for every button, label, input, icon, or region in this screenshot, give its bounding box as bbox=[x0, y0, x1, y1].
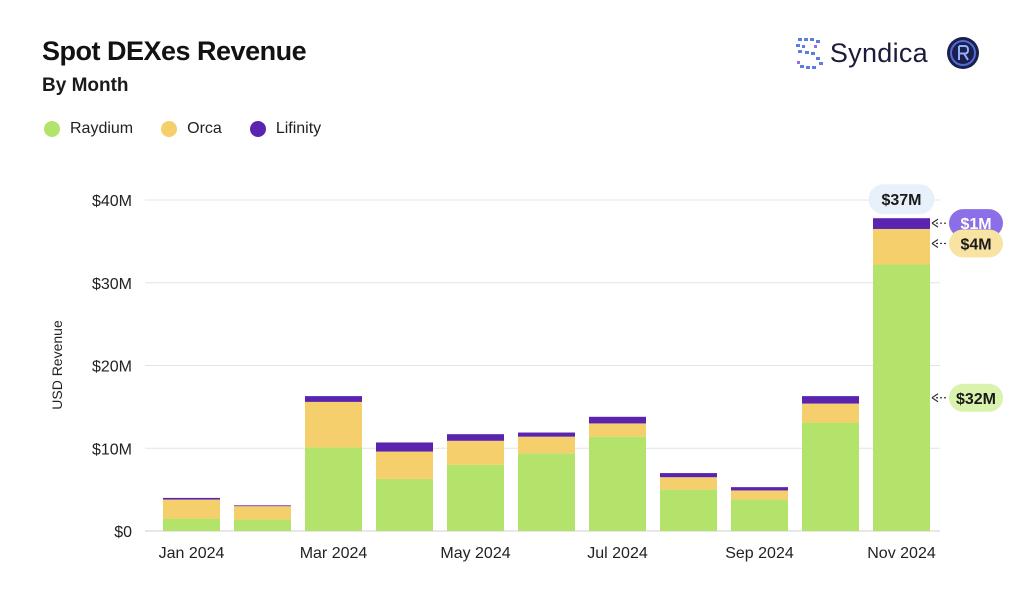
y-axis-title: USD Revenue bbox=[49, 320, 65, 410]
bar-stack-sep-2024 bbox=[731, 487, 788, 531]
bar-orca bbox=[802, 403, 859, 423]
lifinity-annotation-arrow bbox=[931, 218, 939, 228]
bar-lifinity bbox=[376, 442, 433, 452]
bar-lifinity bbox=[873, 218, 930, 229]
bar-lifinity bbox=[802, 396, 859, 404]
y-tick-label: $40M bbox=[92, 193, 132, 210]
legend-item-raydium: Raydium bbox=[44, 120, 133, 138]
bar-orca bbox=[447, 440, 504, 465]
total-pill bbox=[868, 184, 935, 215]
chart-title: Spot DEXes Revenue bbox=[42, 36, 307, 66]
bar-stack-feb-2024 bbox=[234, 505, 291, 531]
legend-dot-raydium bbox=[44, 121, 60, 137]
brand-name: Syndica bbox=[829, 37, 928, 68]
legend-dot-orca bbox=[161, 121, 178, 137]
x-tick-label: Jul 2024 bbox=[587, 545, 648, 562]
bar-raydium bbox=[589, 436, 646, 531]
bar-stack-apr-2024 bbox=[376, 442, 433, 531]
raydium-annotation-arrow bbox=[931, 393, 939, 403]
bar-orca bbox=[376, 451, 433, 479]
orca-annotation-arrow bbox=[931, 238, 939, 248]
bar-raydium bbox=[518, 453, 575, 531]
legend-label-orca: Orca bbox=[187, 120, 222, 137]
bar-lifinity bbox=[731, 487, 788, 491]
bar-stack-nov-2024 bbox=[873, 218, 930, 531]
bar-lifinity bbox=[518, 432, 575, 437]
raydium-logo-icon bbox=[947, 37, 979, 69]
syndica-logo-icon bbox=[795, 38, 823, 69]
bar-raydium bbox=[163, 518, 220, 531]
raydium-annotation-label: $32M bbox=[956, 391, 996, 408]
legend-label-lifinity: Lifinity bbox=[275, 120, 322, 137]
bar-orca bbox=[163, 499, 220, 519]
x-tick-label: Mar 2024 bbox=[300, 545, 368, 562]
bars bbox=[163, 218, 930, 531]
y-axis-ticks: $0 $10M $20M $30M $40M bbox=[92, 193, 132, 541]
bar-raydium bbox=[873, 264, 930, 531]
bar-stack-jun-2024 bbox=[518, 432, 575, 531]
bar-stack-jul-2024 bbox=[589, 416, 646, 531]
bar-raydium bbox=[305, 447, 362, 531]
bar-lifinity bbox=[447, 434, 504, 441]
bar-raydium bbox=[660, 489, 717, 531]
bar-orca bbox=[731, 490, 788, 500]
bar-orca bbox=[873, 228, 930, 265]
legend: Raydium Orca Lifinity bbox=[44, 120, 349, 138]
bar-lifinity bbox=[234, 505, 291, 507]
bar-orca bbox=[234, 506, 291, 520]
y-tick-label: $0 bbox=[114, 524, 132, 541]
x-tick-label: Sep 2024 bbox=[725, 545, 794, 562]
orca-annotation-label: $4M bbox=[960, 236, 991, 253]
raydium-annotation-pill bbox=[949, 383, 1003, 412]
bar-raydium bbox=[731, 499, 788, 531]
x-tick-label: Jan 2024 bbox=[159, 545, 225, 562]
x-tick-label: May 2024 bbox=[440, 545, 510, 562]
bar-orca bbox=[518, 436, 575, 454]
bar-raydium bbox=[447, 464, 504, 531]
x-axis-ticks: Jan 2024 Mar 2024 May 2024 Jul 2024 Sep 2024… bbox=[159, 545, 936, 562]
bar-lifinity bbox=[660, 473, 717, 478]
bar-lifinity bbox=[163, 497, 220, 500]
bar-stack-may-2024 bbox=[447, 434, 504, 531]
orca-annotation-pill bbox=[949, 229, 1003, 258]
bar-raydium bbox=[234, 519, 291, 531]
y-tick-label: $30M bbox=[92, 276, 132, 293]
lifinity-annotation-label: $1M bbox=[960, 216, 991, 233]
legend-label-raydium: Raydium bbox=[70, 120, 134, 137]
bar-raydium bbox=[376, 478, 433, 531]
bar-stack-aug-2024 bbox=[660, 473, 717, 531]
legend-dot-lifinity bbox=[249, 121, 266, 137]
bar-raydium bbox=[802, 422, 859, 531]
y-tick-label: $20M bbox=[92, 359, 132, 376]
bar-stack-mar-2024 bbox=[305, 396, 362, 531]
bar-stack-jan-2024 bbox=[163, 497, 220, 531]
bar-orca bbox=[589, 423, 646, 437]
bar-stack-oct-2024 bbox=[802, 396, 859, 531]
bar-lifinity bbox=[589, 416, 646, 424]
legend-item-orca: Orca bbox=[161, 120, 222, 138]
y-tick-label: $10M bbox=[92, 441, 132, 458]
bar-lifinity bbox=[305, 396, 362, 402]
chart-subtitle: By Month bbox=[42, 75, 129, 96]
annotations: $37M $1M $4M $32M bbox=[868, 184, 1003, 412]
bar-orca bbox=[305, 401, 362, 448]
bar-orca bbox=[660, 477, 717, 490]
x-tick-label: Nov 2024 bbox=[867, 545, 936, 562]
legend-item-lifinity: Lifinity bbox=[249, 120, 322, 138]
brand: Syndica bbox=[795, 36, 980, 70]
total-label: $37M bbox=[881, 192, 921, 209]
